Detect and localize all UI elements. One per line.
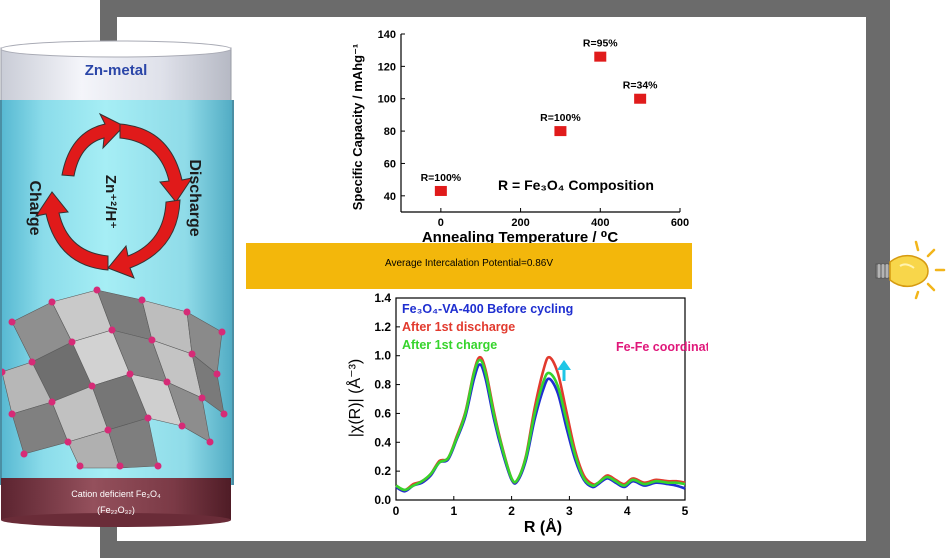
discharge-label: Discharge xyxy=(186,159,203,236)
exafs-legend-entry: After 1st discharge xyxy=(402,320,515,334)
top-left-arrow-icon xyxy=(61,112,125,177)
scatter-y-axis-label: Specific Capacity / mAhg⁻¹ xyxy=(350,44,365,211)
scatter-x-tick-label: 200 xyxy=(511,217,529,229)
zn-metal-cap xyxy=(0,40,232,110)
scatter-point xyxy=(554,126,567,137)
exafs-x-tick-label: 3 xyxy=(566,504,573,518)
scatter-y-tick-label: 80 xyxy=(384,126,396,138)
scatter-point-label: R=34% xyxy=(623,80,658,92)
scatter-x-tick-label: 400 xyxy=(591,217,609,229)
exafs-y-tick-label: 0.0 xyxy=(374,493,391,507)
cathode-label-1: Cation deficient Fe₃O₄ xyxy=(71,489,161,499)
scatter-y-tick-label: 140 xyxy=(378,29,396,41)
scatter-point xyxy=(634,93,647,104)
exafs-x-tick-label: 1 xyxy=(450,504,457,518)
potential-band: Average Intercalation Potential=0.86V xyxy=(246,243,692,289)
exafs-y-tick-label: 1.4 xyxy=(374,291,391,305)
scatter-point-label: R=100% xyxy=(421,172,462,184)
increase-arrow-icon xyxy=(557,360,571,381)
scatter-point xyxy=(434,185,447,196)
exafs-plot-frame xyxy=(395,297,686,501)
exafs-series-line xyxy=(395,358,686,492)
exafs-x-tick-label: 5 xyxy=(682,504,689,518)
scatter-x-axis-label: Annealing Temperature / ⁰C xyxy=(422,229,618,246)
scatter-y-tick-label: 100 xyxy=(378,94,396,106)
scatter-point-label: R=95% xyxy=(583,38,618,50)
exafs-x-tick-label: 4 xyxy=(624,504,631,518)
bottom-left-arrow-icon xyxy=(34,191,109,271)
exafs-x-tick-label: 0 xyxy=(393,504,400,518)
charge-discharge-arrows: Charge Discharge Zn⁺²/H⁺ xyxy=(26,112,203,279)
exafs-y-tick-label: 0.6 xyxy=(374,406,391,420)
exafs-y-tick-label: 0.4 xyxy=(374,435,391,449)
crystal-structure-illustration xyxy=(2,286,228,470)
capacity-scatter-chart: 0 200 400 600 40 60 80 100 120 140 R=100% R=100% R=… xyxy=(350,29,689,246)
exafs-legend-entry: After 1st charge xyxy=(402,338,497,352)
exafs-y-axis-label: |χ(R)| (Å⁻³) xyxy=(345,359,364,437)
zn-metal-label: Zn-metal xyxy=(84,62,148,79)
exafs-x-axis-label: R (Å) xyxy=(524,517,562,536)
exafs-y-tick-label: 0.2 xyxy=(374,464,391,478)
potential-text: Average Intercalation Potential=0.86V xyxy=(385,258,553,269)
scatter-x-tick-label: 600 xyxy=(671,217,689,229)
exafs-y-tick-label: 0.8 xyxy=(374,378,391,392)
scatter-y-tick-label: 40 xyxy=(384,191,396,203)
cathode-label-2: (Fe₂₂O₃₂) xyxy=(97,505,135,515)
ion-label: Zn⁺²/H⁺ xyxy=(102,175,119,229)
charge-label: Charge xyxy=(26,180,43,235)
exafs-x-tick-label: 2 xyxy=(508,504,515,518)
scatter-annotation: R = Fe₃O₄ Composition xyxy=(498,177,654,193)
exafs-legend-entry: Fe₃O₄-VA-400 Before cycling xyxy=(402,302,573,316)
cathode-cap xyxy=(1,478,231,527)
exafs-series-line xyxy=(395,355,686,492)
exafs-line-chart: 0 1 2 3 4 5 0.0 0.2 0.4 0.6 0.8 1.0 1.2 1.4 Fe₃O₄-VA-… xyxy=(345,291,708,536)
light-bulb-icon xyxy=(875,240,946,300)
scatter-y-tick-label: 60 xyxy=(384,158,396,170)
exafs-y-tick-label: 1.0 xyxy=(374,349,391,363)
exafs-y-tick-label: 1.2 xyxy=(374,320,391,334)
scatter-y-tick-label: 120 xyxy=(378,61,396,73)
scatter-point-label: R=100% xyxy=(540,112,581,124)
scatter-x-tick-label: 0 xyxy=(438,217,444,229)
scatter-point xyxy=(594,51,607,62)
exafs-annotation: Fe-Fe coordination xyxy=(616,340,708,354)
top-right-arrow-icon xyxy=(119,123,194,203)
